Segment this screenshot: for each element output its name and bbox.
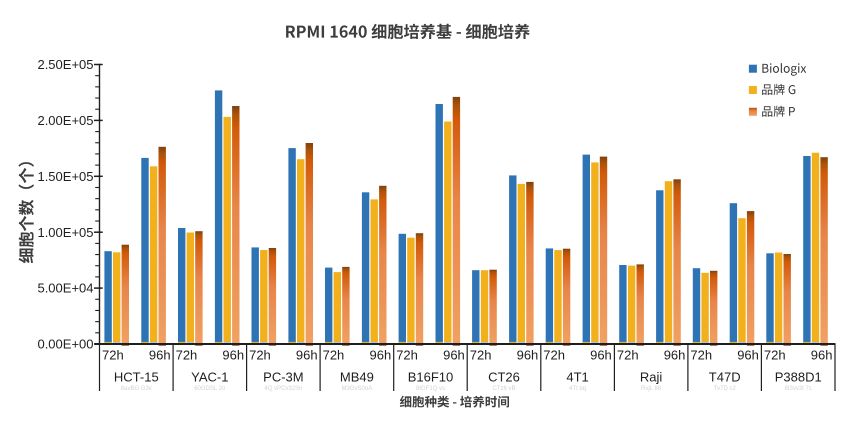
svg-text:72h: 72h: [617, 348, 639, 363]
svg-text:T47D: T47D: [709, 370, 741, 385]
svg-text:RvjL 88: RvjL 88: [641, 386, 662, 392]
svg-text:96h: 96h: [222, 348, 244, 363]
svg-text:72h: 72h: [690, 348, 712, 363]
svg-text:96h: 96h: [149, 348, 171, 363]
svg-text:HCT-15: HCT-15: [114, 370, 159, 385]
svg-text:MB49: MB49: [340, 370, 374, 385]
svg-text:4T1: 4T1: [566, 370, 588, 385]
svg-text:Raji: Raji: [640, 370, 663, 385]
svg-text:5.00E+04: 5.00E+04: [37, 281, 93, 296]
svg-text:1.50E+05: 1.50E+05: [37, 169, 93, 184]
svg-text:72h: 72h: [470, 348, 492, 363]
svg-text:72h: 72h: [249, 348, 271, 363]
svg-text:60GDSL 2o: 60GDSL 2o: [194, 386, 226, 392]
svg-text:72h: 72h: [543, 348, 565, 363]
svg-text:72h: 72h: [764, 348, 786, 363]
svg-text:72h: 72h: [323, 348, 345, 363]
svg-text:96h: 96h: [296, 348, 318, 363]
svg-text:M3GvS0oA: M3GvS0oA: [342, 386, 373, 392]
svg-text:PC-3M: PC-3M: [263, 370, 303, 385]
svg-text:8avBG G3v: 8avBG G3v: [121, 386, 152, 392]
svg-text:72h: 72h: [102, 348, 124, 363]
svg-text:2.50E+05: 2.50E+05: [37, 57, 93, 72]
svg-text:4Q vPCv32Sn: 4Q vPCv32Sn: [264, 386, 302, 392]
svg-text:1.00E+05: 1.00E+05: [37, 225, 93, 240]
svg-text:CTz6 vB: CTz6 vB: [492, 386, 515, 392]
svg-text:2.00E+05: 2.00E+05: [37, 113, 93, 128]
svg-text:96h: 96h: [443, 348, 465, 363]
svg-text:72h: 72h: [396, 348, 418, 363]
svg-text:96h: 96h: [811, 348, 833, 363]
svg-text:CT26: CT26: [488, 370, 520, 385]
svg-text:4Tt bq: 4Tt bq: [569, 386, 586, 392]
svg-text:Tv7D c2: Tv7D c2: [714, 386, 737, 392]
svg-text:P388D1: P388D1: [775, 370, 822, 385]
svg-text:YAC-1: YAC-1: [191, 370, 228, 385]
svg-text:8I3vv3t 7c: 8I3vv3t 7c: [785, 386, 812, 392]
svg-text:B16F10: B16F10: [408, 370, 454, 385]
svg-text:96h: 96h: [517, 348, 539, 363]
svg-text:96h: 96h: [664, 348, 686, 363]
svg-text:96h: 96h: [590, 348, 612, 363]
svg-text:72h: 72h: [176, 348, 198, 363]
svg-text:96h: 96h: [369, 348, 391, 363]
svg-text:96h: 96h: [737, 348, 759, 363]
svg-text:8tGF1Q vs: 8tGF1Q vs: [416, 386, 445, 392]
svg-text:0.00E+00: 0.00E+00: [37, 337, 93, 352]
